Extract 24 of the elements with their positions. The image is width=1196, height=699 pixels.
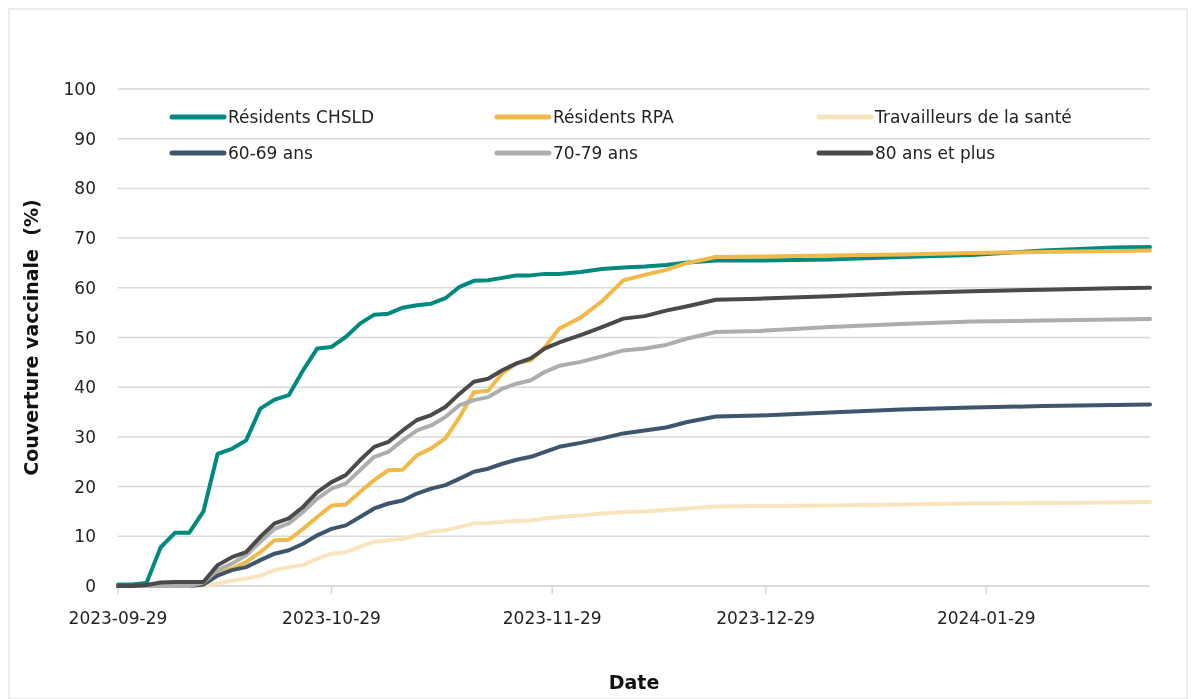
legend-label: 60-69 ans bbox=[228, 143, 313, 163]
legend-label: Résidents RPA bbox=[553, 107, 675, 127]
y-tick-label: 100 bbox=[63, 79, 96, 99]
x-tick-label: 2023-12-29 bbox=[716, 608, 816, 628]
y-tick-label: 60 bbox=[74, 277, 96, 298]
y-tick-label: 10 bbox=[74, 526, 96, 547]
x-tick-label: 2024-01-29 bbox=[936, 608, 1036, 628]
y-tick-label: 50 bbox=[74, 327, 96, 348]
legend-label: 80 ans et plus bbox=[875, 143, 996, 163]
x-tick-label: 2023-10-29 bbox=[282, 608, 381, 628]
y-tick-label: 90 bbox=[74, 128, 96, 149]
y-tick-label: 70 bbox=[74, 228, 96, 249]
legend-label: 70-79 ans bbox=[553, 143, 638, 163]
y-tick-label: 40 bbox=[74, 377, 96, 398]
y-tick-label: 20 bbox=[74, 476, 96, 497]
y-tick-label: 80 bbox=[74, 178, 96, 199]
legend-label: Travailleurs de la santé bbox=[874, 107, 1072, 127]
x-axis-title: Date bbox=[608, 671, 660, 693]
legend-label: Résidents CHSLD bbox=[228, 107, 375, 127]
x-tick-label: 2023-09-29 bbox=[68, 608, 168, 628]
y-tick-label: 30 bbox=[74, 426, 96, 447]
x-tick-label: 2023-11-29 bbox=[502, 608, 602, 628]
y-tick-label: 0 bbox=[85, 576, 96, 596]
y-axis-title: Couverture vaccinale (%) bbox=[20, 199, 42, 476]
